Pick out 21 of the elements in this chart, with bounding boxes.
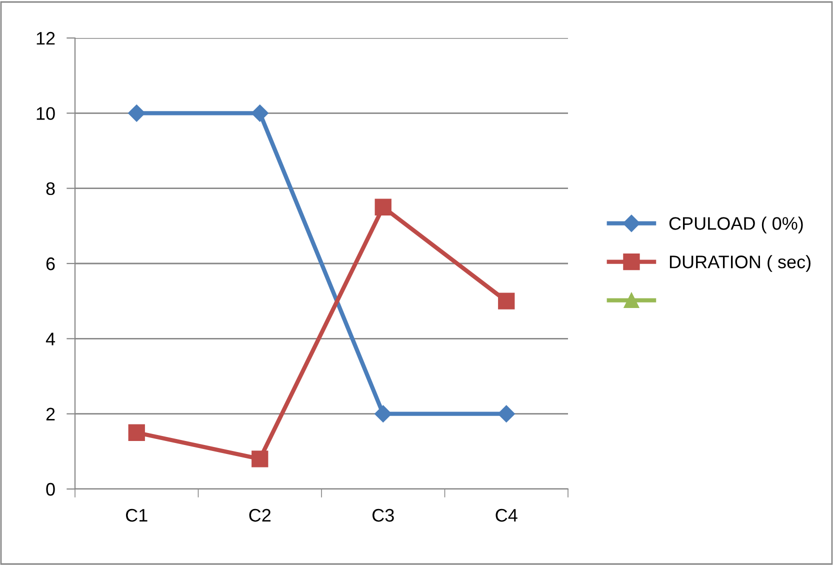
legend-label: CPULOAD ( 0%) bbox=[669, 216, 803, 234]
y-tick-label: 2 bbox=[46, 408, 55, 420]
point bbox=[252, 450, 268, 468]
x-tick-label: C3 bbox=[372, 508, 394, 522]
y-tick-label: 4 bbox=[46, 332, 56, 346]
x-tick-label: C4 bbox=[496, 508, 518, 522]
point bbox=[498, 405, 515, 422]
y-tick-label: 12 bbox=[36, 32, 55, 45]
x-tick-label: C1 bbox=[126, 508, 148, 522]
legend-label: DURATION ( sec) bbox=[670, 255, 810, 272]
y-tick-label: 8 bbox=[46, 182, 55, 196]
x-tick-label: C2 bbox=[249, 508, 271, 522]
point bbox=[498, 292, 515, 310]
y-tick-label: 6 bbox=[46, 257, 55, 270]
point bbox=[128, 424, 145, 441]
point bbox=[374, 405, 392, 422]
point bbox=[374, 198, 392, 216]
point bbox=[128, 104, 146, 122]
y-tick-label: 0 bbox=[46, 482, 55, 496]
point bbox=[251, 104, 268, 122]
y-tick-label: 10 bbox=[36, 107, 55, 120]
